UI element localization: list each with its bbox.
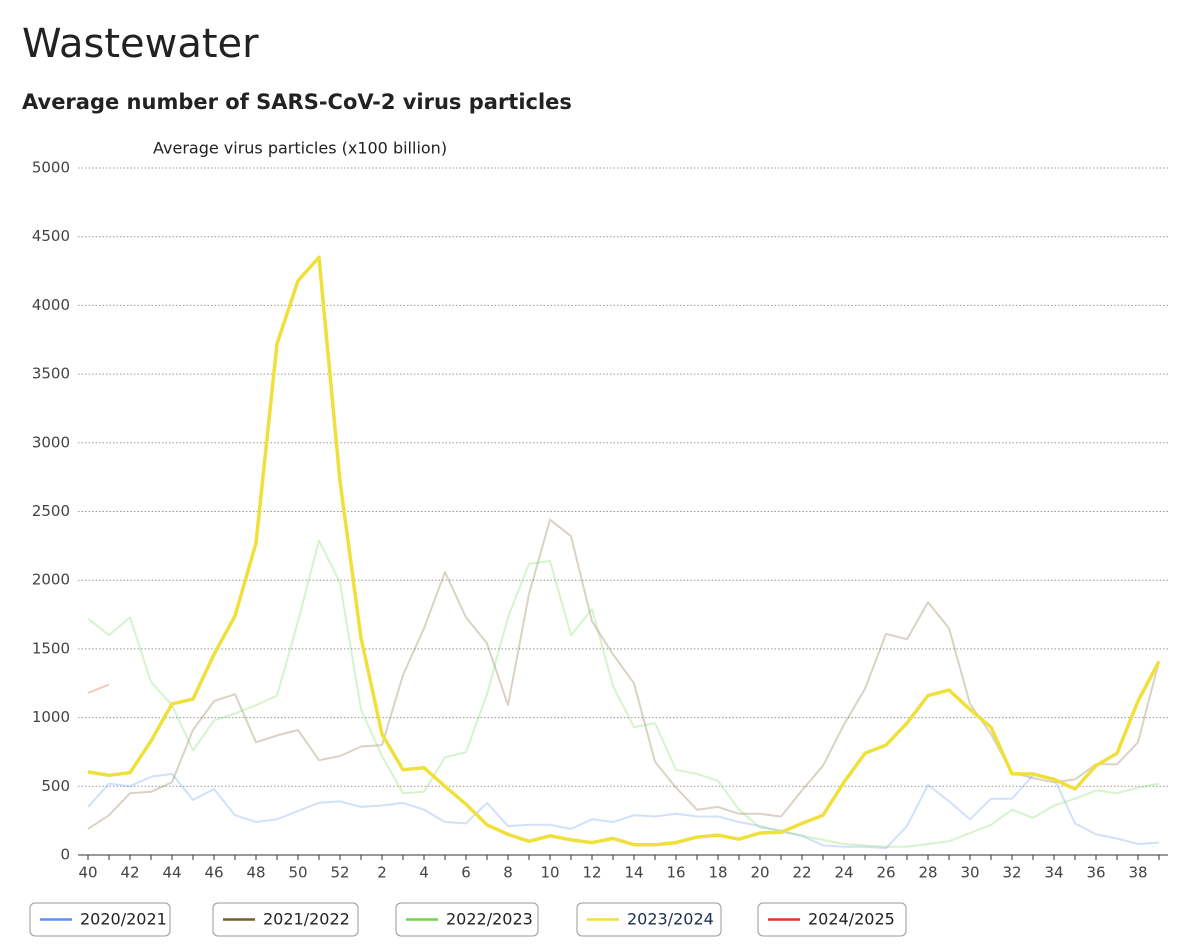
x-tick-label: 42 [120,864,139,882]
x-tick-label: 40 [78,864,97,882]
series-line [87,255,1161,847]
legend-item: 2023/2024 [576,902,722,937]
legend-box [576,902,722,937]
legend-item: 2024/2025 [757,902,907,937]
legend-box [29,902,171,937]
chart-title: Wastewater [22,21,259,67]
legend-item: 2020/2021 [29,902,171,937]
legend-label: 2020/2021 [80,910,167,929]
series [87,539,1160,848]
legend-item: 2022/2023 [395,902,539,937]
x-tick-label: 12 [582,864,601,882]
series-line [87,772,1160,850]
chart-subtitle: Average number of SARS-CoV-2 virus parti… [22,90,572,114]
x-tick-label: 38 [1128,864,1147,882]
legend-box [757,902,907,937]
y-tick-label: 3500 [32,365,70,383]
y-tick-label: 4000 [32,296,70,314]
x-tick-label: 14 [624,864,643,882]
x-tick-label: 34 [1044,864,1063,882]
y-tick-label: 2000 [32,571,70,589]
y-tick-label: 1000 [32,708,70,726]
y-axis-label: Average virus particles (x100 billion) [153,139,447,158]
legend-box [212,902,359,937]
x-tick-label: 22 [792,864,811,882]
legend-box [395,902,539,937]
x-tick-label: 4 [419,864,429,882]
x-tick-label: 2 [377,864,387,882]
legend-label: 2022/2023 [446,910,533,929]
series [87,255,1161,847]
series-line [87,539,1160,848]
legend-label: 2023/2024 [627,910,714,929]
series-line [87,683,110,694]
x-tick-label: 36 [1086,864,1105,882]
x-tick-label: 32 [1002,864,1021,882]
y-tick-label: 1500 [32,639,70,657]
x-tick-label: 10 [540,864,559,882]
x-tick-label: 48 [246,864,265,882]
x-tick-label: 28 [918,864,937,882]
series [87,683,110,694]
legend-label: 2021/2022 [263,910,350,929]
x-tick-label: 46 [204,864,223,882]
x-tick-label: 30 [960,864,979,882]
x-tick-label: 8 [503,864,513,882]
legend-item: 2021/2022 [212,902,359,937]
x-tick-label: 26 [876,864,895,882]
y-tick-label: 5000 [32,159,70,177]
y-tick-label: 3000 [32,433,70,451]
x-tick-label: 24 [834,864,853,882]
y-tick-label: 2500 [32,502,70,520]
x-tick-label: 50 [288,864,307,882]
x-tick-label: 52 [330,864,349,882]
y-tick-label: 500 [41,777,70,795]
x-tick-label: 18 [708,864,727,882]
y-tick-label: 4500 [32,227,70,245]
x-tick-label: 44 [162,864,181,882]
x-tick-label: 20 [750,864,769,882]
legend-label: 2024/2025 [808,910,895,929]
x-tick-label: 6 [461,864,471,882]
y-tick-label: 0 [60,846,70,864]
series [87,772,1160,850]
x-tick-label: 16 [666,864,685,882]
